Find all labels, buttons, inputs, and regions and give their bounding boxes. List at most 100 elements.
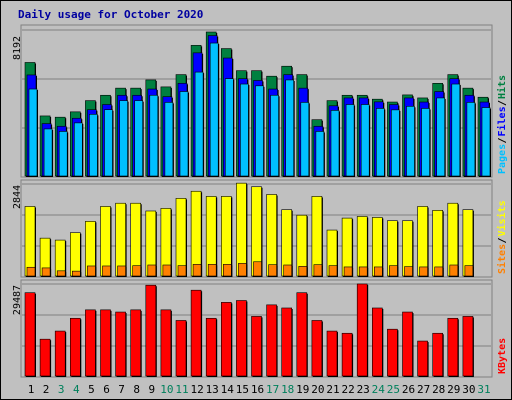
bar-pages (285, 79, 295, 177)
bar-kbytes (221, 302, 232, 377)
bar-sites (298, 265, 308, 277)
x-tick-label: 7 (118, 383, 125, 396)
bar-sites (117, 265, 126, 277)
bar-visits (115, 202, 126, 277)
bar-kbytes (54, 330, 66, 377)
legend-item: Files (496, 106, 508, 136)
bar-pages (451, 83, 461, 177)
bar-visits (100, 206, 111, 277)
bar-kbytes (160, 309, 172, 377)
bar-kbytes (39, 338, 51, 377)
x-tick-labels: 1 2 3 4 5 6 7 8 9 10 11 12 13 14 15 16 17 18 19 20 21 22 23 24 2… (28, 383, 491, 396)
bar-pages (74, 122, 83, 177)
bar-pages (119, 100, 128, 177)
x-tick-label: 21 (326, 383, 339, 396)
bar-pages (43, 128, 53, 177)
bar-pages (164, 102, 174, 177)
legend-separator: / (497, 237, 508, 243)
legend-item: Visits (496, 200, 508, 236)
bar-pages (466, 102, 476, 177)
x-tick-label: 23 (357, 383, 370, 396)
x-tick-label: 30 (462, 383, 475, 396)
bar-kbytes (402, 311, 413, 377)
legend-item: Hits (496, 75, 508, 99)
bar-sites (132, 265, 141, 277)
x-tick-label: 24 (372, 383, 386, 396)
bar-sites (419, 266, 428, 277)
x-tick-label: 1 (28, 383, 35, 396)
bar-pages (375, 108, 385, 177)
bar-kbytes (432, 332, 444, 377)
x-tick-label: 6 (103, 383, 110, 396)
bar-kbytes (251, 316, 262, 377)
x-tick-label: 5 (88, 383, 95, 396)
bar-kbytes (356, 283, 368, 377)
bar-kbytes (462, 316, 474, 377)
bar-kbytes (296, 292, 308, 377)
bar-sites (102, 265, 111, 277)
bar-pages (345, 104, 355, 177)
x-tick-label: 25 (387, 383, 400, 396)
bar-kbytes (447, 317, 459, 377)
bar-visits (130, 202, 141, 277)
legend-item: Pages (497, 144, 508, 174)
bar-sites (343, 266, 353, 277)
bar-sites (56, 270, 66, 277)
bar-sites (358, 266, 368, 277)
bar-pages (330, 110, 340, 177)
x-tick-label: 9 (148, 383, 155, 396)
bar-kbytes (175, 320, 187, 377)
bar-pages (194, 71, 204, 177)
x-tick-label: 28 (432, 383, 445, 396)
bar-kbytes (100, 309, 111, 377)
bar-sites (72, 270, 81, 277)
x-tick-label: 12 (190, 383, 203, 396)
x-tick-label: 26 (402, 383, 415, 396)
bar-kbytes (387, 328, 398, 377)
x-tick-label: 13 (206, 383, 219, 396)
bar-pages (391, 109, 400, 177)
bar-sites (41, 267, 51, 277)
bar-sites (147, 264, 157, 277)
bar-sites (449, 264, 459, 277)
x-tick-label: 31 (477, 383, 490, 396)
bar-kbytes (85, 309, 96, 377)
bar-sites (434, 266, 444, 277)
bar-pages (406, 106, 415, 177)
x-tick-label: 3 (58, 383, 65, 396)
bar-sites (238, 263, 247, 277)
bar-sites (162, 264, 172, 277)
bar-visits (417, 206, 428, 277)
legend-separator: / (497, 100, 508, 106)
bar-visits (311, 196, 323, 277)
bar-sites (268, 264, 277, 277)
bar-sites (177, 265, 187, 277)
bar-visits (432, 210, 444, 277)
bar-kbytes (326, 330, 338, 377)
bar-kbytes (145, 284, 157, 377)
bar-pages (89, 114, 98, 177)
bar-kbytes (281, 307, 293, 377)
bar-visits (70, 232, 81, 277)
x-tick-label: 22 (341, 383, 354, 396)
kbytes-ymax-label: 29487 (12, 285, 23, 315)
visits-ymax-label: 2844 (12, 185, 23, 209)
legend-separator: / (497, 137, 508, 143)
bar-kbytes (190, 289, 202, 377)
bar-pages (104, 109, 113, 177)
bar-pages (315, 131, 325, 177)
x-tick-label: 8 (133, 383, 140, 396)
bar-kbytes (266, 304, 277, 377)
bar-visits (236, 182, 247, 277)
bar-pages (134, 100, 143, 177)
bar-kbytes (130, 309, 141, 377)
bar-sites (283, 264, 293, 277)
bar-pages (481, 107, 491, 177)
bar-pages (58, 131, 68, 177)
x-tick-label: 15 (236, 383, 249, 396)
bar-sites (192, 264, 202, 277)
bar-visits (266, 194, 277, 277)
bar-pages (179, 91, 189, 177)
x-tick-label: 11 (175, 383, 188, 396)
